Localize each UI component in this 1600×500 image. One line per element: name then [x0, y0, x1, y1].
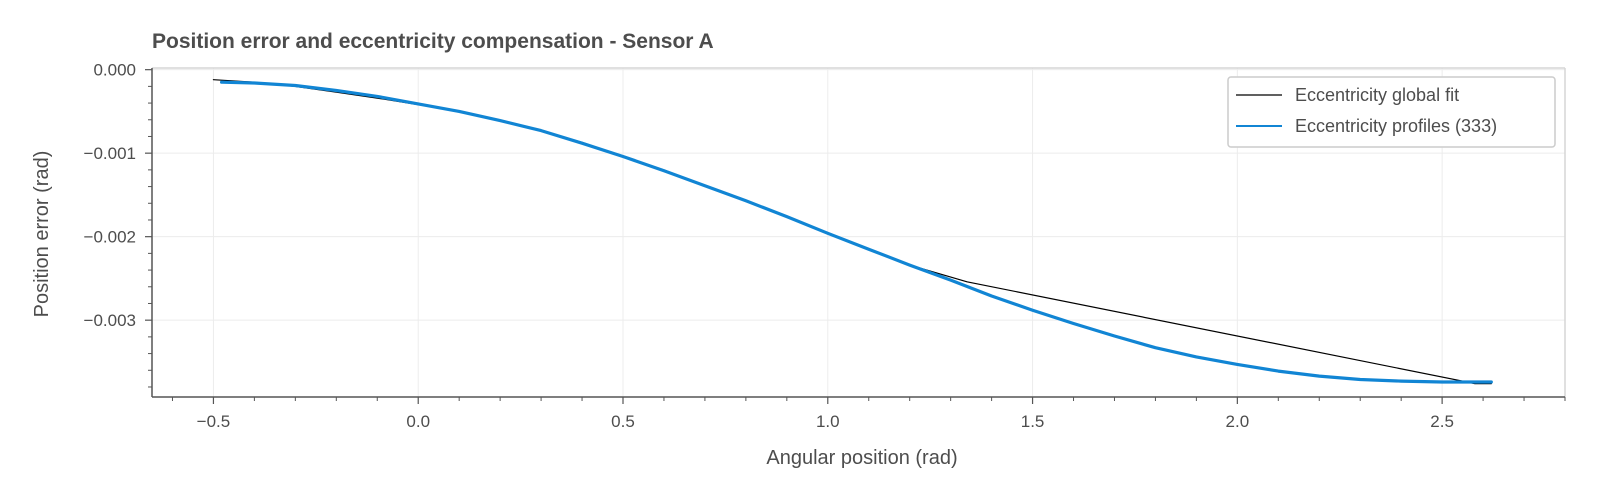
axes	[151, 67, 1566, 398]
x-tick-label-0: −0.5	[197, 412, 231, 431]
y-tick-label-1: −0.001	[84, 144, 136, 163]
x-tick-label-6: 2.5	[1430, 412, 1454, 431]
chart-title: Position error and eccentricity compensa…	[152, 30, 714, 53]
x-tick-label-1: 0.0	[406, 412, 430, 431]
legend-label-profiles: Eccentricity profiles (333)	[1295, 116, 1497, 136]
y-tick-label-3: −0.003	[84, 311, 136, 330]
legend-label-global-fit: Eccentricity global fit	[1295, 85, 1459, 105]
series-profiles-line	[220, 80, 1493, 384]
x-tick-label-2: 0.5	[611, 412, 635, 431]
y-tick-label-2: −0.002	[84, 228, 136, 247]
x-axis-label: Angular position (rad)	[766, 447, 957, 469]
y-tick-label-0: 0.000	[93, 61, 136, 80]
x-tick-label-3: 1.0	[816, 412, 840, 431]
series-layer	[212, 79, 1493, 385]
x-tick-label-5: 2.0	[1226, 412, 1250, 431]
legend-frame	[1227, 76, 1556, 148]
y-axis-label: Position error (rad)	[31, 151, 53, 318]
legend: Eccentricity global fit Eccentricity pro…	[1227, 76, 1556, 148]
x-tick-label-4: 1.5	[1021, 412, 1045, 431]
ticks: −0.5 0.0 0.5 1.0 1.5 2.0 2.5 0.000 −0.001 −0.002 −…	[84, 61, 1566, 431]
